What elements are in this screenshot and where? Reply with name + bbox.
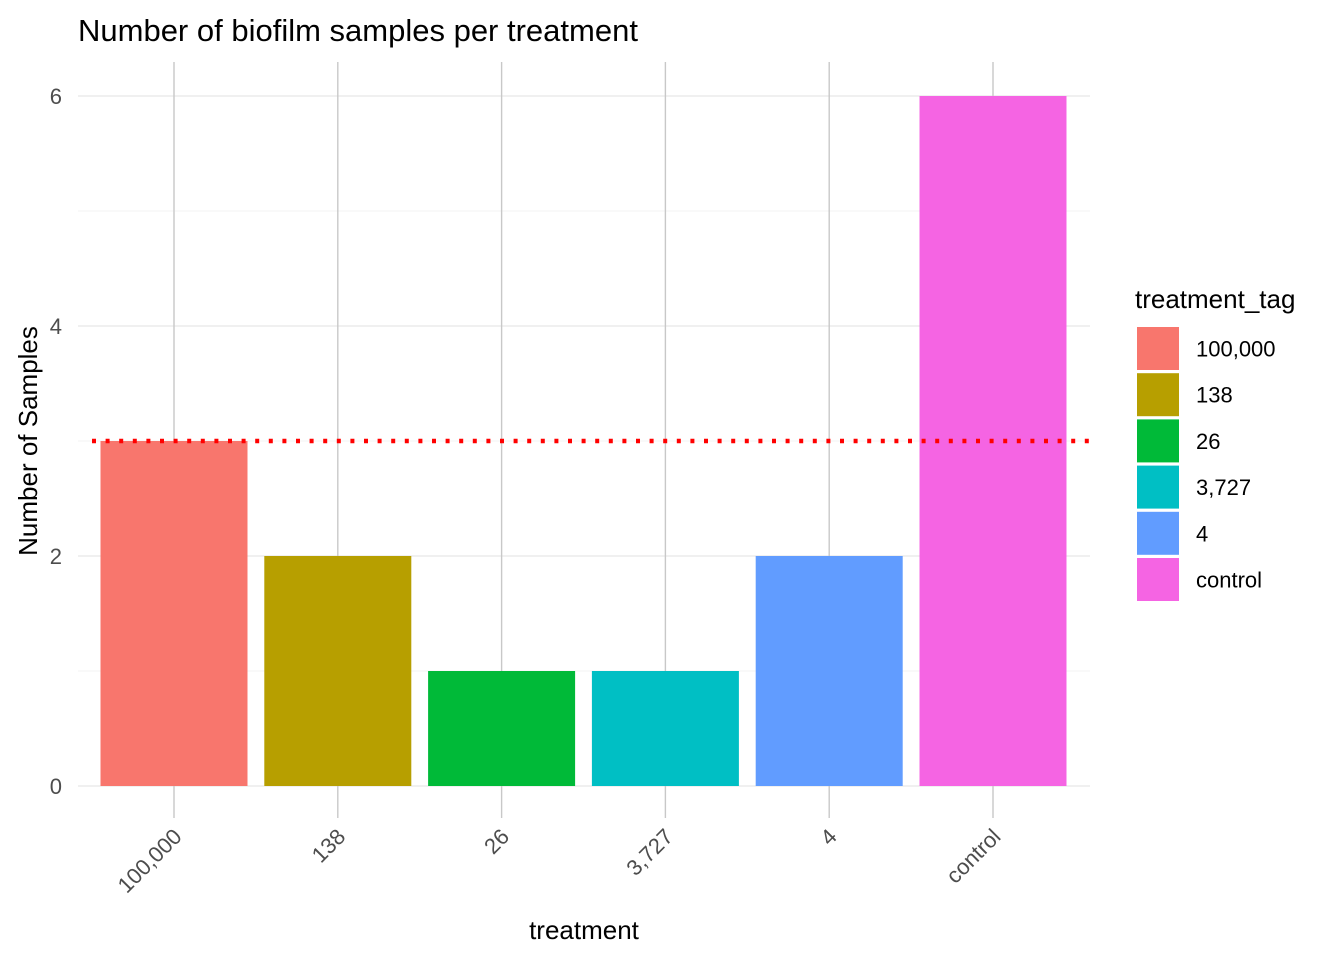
- legend-key: [1137, 373, 1179, 417]
- legend-label: 138: [1196, 383, 1233, 408]
- x-tick-label: control: [941, 824, 1005, 888]
- y-tick-label: 6: [50, 84, 62, 109]
- legend-label: 100,000: [1196, 337, 1276, 362]
- legend-label: 3,727: [1196, 475, 1251, 500]
- x-tick-label: 26: [479, 824, 514, 859]
- legend-label: 26: [1196, 429, 1220, 454]
- bar: [591, 671, 739, 786]
- x-tick-label: 100,000: [113, 824, 187, 898]
- x-tick-label: 4: [815, 824, 841, 850]
- y-tick-labels: 0 2 4 6: [50, 84, 62, 799]
- legend-key: [1137, 327, 1179, 370]
- legend-title: treatment_tag: [1135, 284, 1295, 314]
- legend-key: [1137, 558, 1179, 601]
- x-tick-label: 138: [307, 824, 351, 868]
- x-axis-title: treatment: [529, 915, 640, 945]
- bar: [264, 556, 412, 786]
- chart-title: Number of biofilm samples per treatment: [78, 13, 638, 48]
- legend-key: [1137, 511, 1179, 555]
- x-tick-label: 3,727: [621, 824, 678, 881]
- y-tick-label: 2: [50, 544, 62, 569]
- y-axis-title: Number of Samples: [13, 326, 43, 556]
- x-tick-labels: 100,000 138 26 3,727 4 control: [113, 824, 1006, 898]
- y-tick-label: 4: [50, 314, 62, 339]
- legend-key: [1137, 465, 1179, 509]
- legend: treatment_tag 100,000 138 26 3,727 4 control: [1135, 284, 1295, 601]
- legend-label: 4: [1196, 521, 1208, 546]
- bar: [100, 441, 248, 786]
- legend-label: control: [1196, 568, 1262, 593]
- bar: [755, 556, 903, 786]
- bar: [428, 671, 576, 786]
- y-tick-label: 0: [50, 774, 62, 799]
- legend-key: [1137, 419, 1179, 463]
